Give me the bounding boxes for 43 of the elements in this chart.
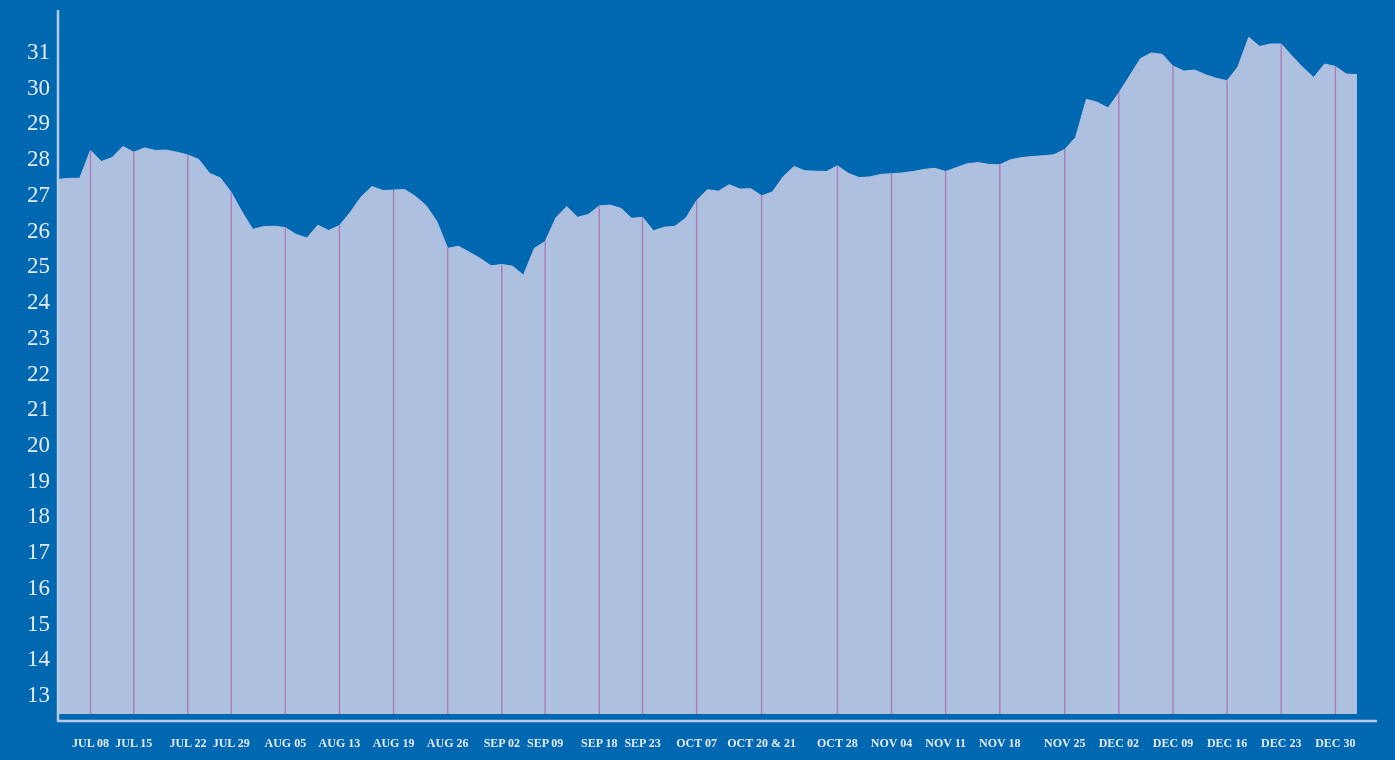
y-tick-label: 22 (27, 360, 50, 386)
x-tick-label: JUL 29 (212, 736, 250, 751)
x-tick-label: JUL 22 (169, 736, 207, 751)
y-tick-label: 27 (27, 181, 50, 207)
y-tick-label: 28 (27, 146, 50, 172)
x-tick-label: AUG 26 (426, 736, 469, 751)
y-tick-label: 18 (27, 503, 50, 529)
x-tick-label: SEP 18 (581, 736, 618, 751)
y-tick-label: 15 (27, 610, 50, 636)
y-tick-label: 20 (27, 432, 50, 458)
x-tick-label: OCT 28 (817, 736, 858, 751)
x-tick-label: OCT 20 & 21 (727, 736, 797, 751)
y-tick-label: 17 (27, 539, 50, 565)
x-tick-label: DEC 09 (1152, 736, 1194, 751)
x-tick-label: OCT 07 (676, 736, 718, 751)
y-tick-label: 19 (27, 467, 50, 493)
x-tick-label: NOV 04 (870, 736, 913, 751)
x-tick-label: NOV 18 (979, 736, 1021, 751)
x-tick-label: NOV 11 (925, 736, 967, 751)
x-tick-label: DEC 30 (1315, 736, 1356, 751)
y-tick-label: 31 (27, 38, 50, 64)
x-tick-label: JUL 15 (115, 736, 153, 751)
y-tick-label: 14 (27, 646, 51, 672)
y-tick-label: 30 (27, 74, 50, 100)
y-tick-label: 13 (27, 682, 50, 708)
x-tick-label: JUL 08 (71, 736, 109, 751)
x-tick-label: DEC 23 (1261, 736, 1302, 751)
y-tick-label: 24 (27, 289, 51, 315)
x-tick-label: DEC 02 (1098, 736, 1140, 751)
y-tick-label: 29 (27, 110, 50, 136)
x-tick-label: AUG 05 (264, 736, 307, 751)
y-tick-label: 25 (27, 253, 50, 279)
x-tick-label: AUG 19 (372, 736, 415, 751)
y-tick-label: 21 (27, 396, 50, 422)
x-tick-label: SEP 02 (483, 736, 520, 751)
y-tick-label: 16 (27, 574, 50, 600)
y-tick-label: 26 (27, 217, 50, 243)
x-tick-label: DEC 16 (1206, 736, 1248, 751)
x-tick-label: AUG 13 (318, 736, 361, 751)
x-tick-label: SEP 09 (526, 736, 564, 751)
x-tick-label: SEP 23 (624, 736, 661, 751)
y-tick-label: 23 (27, 324, 50, 350)
x-tick-label: NOV 25 (1044, 736, 1086, 751)
